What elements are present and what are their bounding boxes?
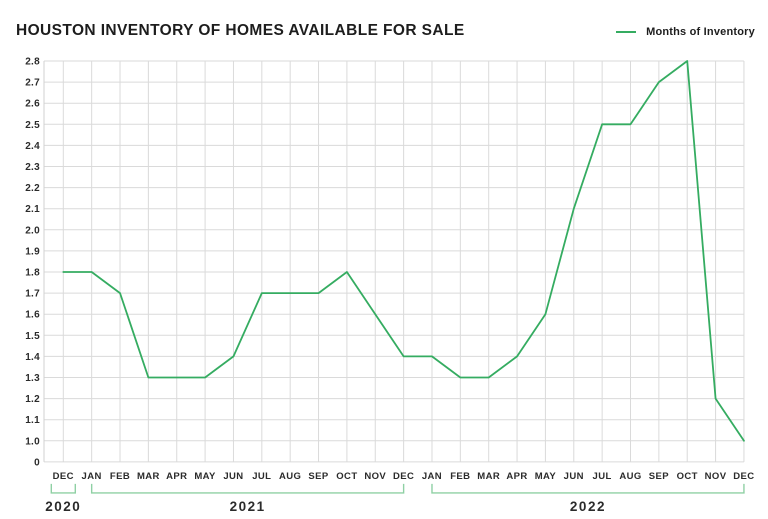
x-tick-label: MAY [194,471,216,482]
x-tick-label: DEC [733,471,754,482]
y-tick-label: 2.3 [25,162,40,173]
chart-header: HOUSTON INVENTORY OF HOMES AVAILABLE FOR… [0,0,768,48]
x-tick-label: JUN [223,471,243,482]
y-tick-label: 1.1 [25,415,40,426]
y-tick-label: 2.6 [25,99,40,110]
x-tick-label: APR [166,471,187,482]
x-tick-label: OCT [336,471,357,482]
y-tick-label: 2.5 [25,120,40,131]
y-tick-label: 1.9 [25,246,40,257]
y-tick-label: 0 [34,457,40,468]
page-title: HOUSTON INVENTORY OF HOMES AVAILABLE FOR… [16,22,465,39]
x-tick-label: DEC [393,471,414,482]
y-tick-label: 2.2 [25,183,40,194]
y-tick-label: 1.8 [25,268,40,279]
y-tick-label: 1.6 [25,310,40,321]
y-tick-label: 2.7 [25,78,40,89]
y-tick-label: 1.5 [25,331,40,342]
x-tick-label: APR [506,471,527,482]
y-tick-label: 2.1 [25,204,40,215]
x-tick-label: JAN [422,471,442,482]
x-tick-label: FEB [450,471,470,482]
y-tick-label: 1.2 [25,394,40,405]
legend-line-swatch-icon [616,31,637,33]
year-bracket [50,483,76,494]
x-tick-label: NOV [364,471,386,482]
x-tick-label: DEC [53,471,74,482]
x-tick-label: AUG [279,471,301,482]
x-tick-label: JAN [82,471,102,482]
data-line-months-of-inventory [62,60,745,442]
y-tick-label: 2.4 [25,141,40,152]
x-tick-label: AUG [619,471,641,482]
y-tick-label: 1.7 [25,289,40,300]
x-tick-label: FEB [110,471,130,482]
x-tick-label: SEP [308,471,328,482]
x-tick-label: MAR [137,471,160,482]
year-bracket [90,483,405,494]
year-bracket [431,483,745,494]
legend: Months of Inventory [616,26,755,38]
y-tick-label: 2.8 [25,57,40,68]
year-label: 2022 [570,499,606,514]
legend-label: Months of Inventory [646,26,755,38]
x-tick-label: SEP [649,471,669,482]
x-tick-label: MAY [535,471,557,482]
y-tick-label: 1.0 [25,436,40,447]
x-tick-label: MAR [477,471,500,482]
y-tick-label: 1.4 [25,352,40,363]
x-tick-label: JUL [593,471,612,482]
year-label: 2021 [230,499,266,514]
y-tick-label: 1.3 [25,373,40,384]
x-tick-label: OCT [677,471,698,482]
x-tick-label: JUN [564,471,584,482]
y-tick-label: 2.0 [25,225,40,236]
x-tick-label: NOV [705,471,727,482]
year-label: 2020 [45,499,81,514]
x-tick-label: JUL [252,471,271,482]
